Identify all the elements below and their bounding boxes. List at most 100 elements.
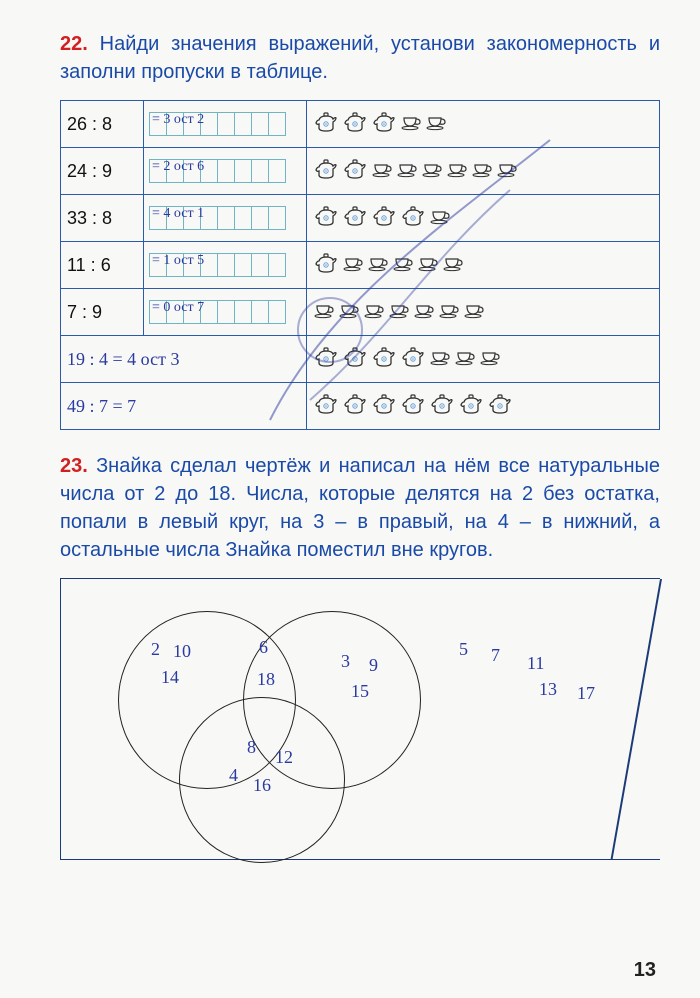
teapot-icon (313, 157, 339, 181)
problem-22-text: Найди значения выражений, установи закон… (60, 33, 660, 83)
answer-box[interactable] (234, 253, 252, 277)
cup-icon (496, 159, 518, 179)
answer-box[interactable] (268, 206, 286, 230)
teapot-icon (313, 204, 339, 228)
answer-box[interactable] (217, 112, 235, 136)
teapot-icon (429, 392, 455, 416)
table-row: 11 : 6 = 1 ост 5 (61, 242, 660, 289)
expression-cell: 19 : 4 = 4 ост 3 (61, 336, 307, 383)
cup-icon (367, 253, 389, 273)
handwritten-expression: 49 : 7 = 7 (67, 396, 136, 416)
cup-icon (396, 159, 418, 179)
venn-number: 2 (151, 639, 160, 660)
answer-box[interactable] (251, 159, 269, 183)
answer-box[interactable] (268, 112, 286, 136)
answer-cell[interactable]: = 4 ост 1 (144, 195, 307, 242)
answer-box[interactable] (251, 253, 269, 277)
answer-cell[interactable]: = 0 ост 7 (144, 289, 307, 336)
venn-number: 16 (253, 775, 271, 796)
answer-box[interactable] (251, 112, 269, 136)
handwritten-answer: = 1 ост 5 (152, 253, 204, 269)
cup-icon (442, 253, 464, 273)
problem-23-statement: 23. Знайка сделал чертёж и написал на нё… (60, 452, 660, 564)
expression-cell: 24 : 9 (61, 148, 144, 195)
problem-23-number: 23. (60, 455, 88, 477)
cup-icon (479, 347, 501, 367)
venn-number: 8 (247, 737, 256, 758)
table-row: 24 : 9 = 2 ост 6 (61, 148, 660, 195)
table-row: 33 : 8= 4 ост 1 (61, 195, 660, 242)
venn-number: 13 (539, 679, 557, 700)
cup-icon (342, 253, 364, 273)
cup-icon (371, 159, 393, 179)
venn-number: 15 (351, 681, 369, 702)
pictogram-cell (307, 242, 660, 289)
venn-number: 4 (229, 765, 238, 786)
teapot-icon (313, 110, 339, 134)
answer-box[interactable] (217, 159, 235, 183)
expression-cell: 49 : 7 = 7 (61, 383, 307, 430)
problem-23-text: Знайка сделал чертёж и написал на нём вс… (60, 455, 660, 561)
venn-diagram-frame: 21014618391581241657111317 (60, 578, 660, 860)
venn-number: 6 (259, 637, 268, 658)
venn-number: 9 (369, 655, 378, 676)
expression-cell: 11 : 6 (61, 242, 144, 289)
handwritten-answer: = 2 ост 6 (152, 159, 204, 175)
venn-number: 10 (173, 641, 191, 662)
teapot-icon (342, 157, 368, 181)
pictogram-cell (307, 336, 660, 383)
answer-box[interactable] (217, 253, 235, 277)
pictogram-cell (307, 195, 660, 242)
venn-number: 12 (275, 747, 293, 768)
teapot-icon (342, 110, 368, 134)
teapot-icon (371, 392, 397, 416)
teapot-icon (313, 345, 339, 369)
venn-number: 11 (527, 653, 544, 674)
venn-number: 17 (577, 683, 595, 704)
teapot-icon (342, 345, 368, 369)
answer-box[interactable] (251, 206, 269, 230)
pictogram-cell (307, 383, 660, 430)
handwritten-answer: = 0 ост 7 (152, 300, 204, 316)
problem-22-number: 22. (60, 33, 88, 55)
venn-number: 18 (257, 669, 275, 690)
cup-icon (338, 300, 360, 320)
pictogram-cell (307, 289, 660, 336)
workbook-page: 22. Найди значения выражений, установи з… (0, 0, 700, 890)
answer-box[interactable] (217, 206, 235, 230)
answer-cell[interactable]: = 2 ост 6 (144, 148, 307, 195)
cup-icon (463, 300, 485, 320)
answer-cell[interactable]: = 3 ост 2 (144, 101, 307, 148)
cup-icon (471, 159, 493, 179)
cup-icon (388, 300, 410, 320)
page-number: 13 (634, 959, 656, 982)
answer-box[interactable] (234, 112, 252, 136)
teapot-icon (342, 392, 368, 416)
table-row: 7 : 9 = 0 ост 7 (61, 289, 660, 336)
problem-22-statement: 22. Найди значения выражений, установи з… (60, 30, 660, 86)
handwritten-expression: 19 : 4 = 4 ост 3 (67, 349, 179, 369)
answer-box[interactable] (268, 300, 286, 324)
cup-icon (363, 300, 385, 320)
answer-box[interactable] (234, 159, 252, 183)
cup-icon (446, 159, 468, 179)
answer-box[interactable] (234, 300, 252, 324)
cup-icon (421, 159, 443, 179)
teapot-icon (400, 392, 426, 416)
expression-cell: 26 : 8 (61, 101, 144, 148)
teapot-icon (400, 204, 426, 228)
answer-box[interactable] (217, 300, 235, 324)
answer-box[interactable] (251, 300, 269, 324)
table-row: 19 : 4 = 4 ост 3 (61, 336, 660, 383)
expression-cell: 7 : 9 (61, 289, 144, 336)
answer-box[interactable] (268, 253, 286, 277)
answer-box[interactable] (234, 206, 252, 230)
answer-cell[interactable]: = 1 ост 5 (144, 242, 307, 289)
venn-number: 14 (161, 667, 179, 688)
table-row: 26 : 8= 3 ост 2 (61, 101, 660, 148)
teapot-icon (487, 392, 513, 416)
cup-icon (454, 347, 476, 367)
answer-box[interactable] (268, 159, 286, 183)
teapot-icon (313, 392, 339, 416)
teapot-icon (313, 251, 339, 275)
